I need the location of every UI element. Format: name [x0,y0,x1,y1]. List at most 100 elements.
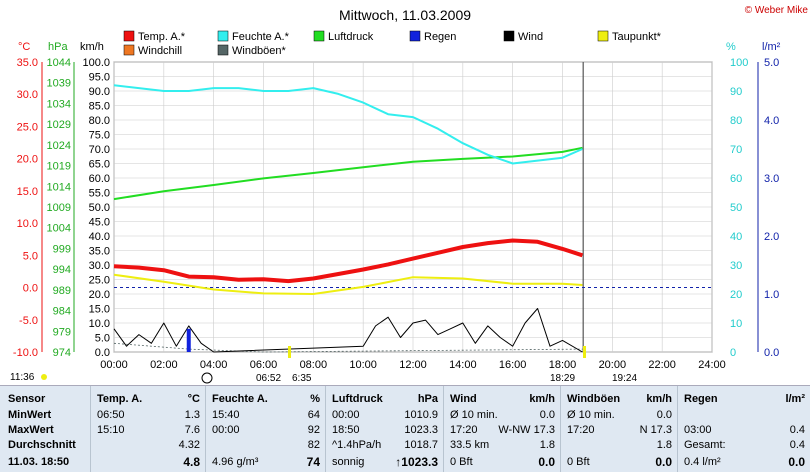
hum-tick-label: 60 [730,173,742,185]
wind-tick-label: 95.0 [89,72,110,84]
hum-tick-label: 40 [730,231,742,243]
legend-label: Taupunkt* [612,31,662,43]
rain-bar [186,328,191,352]
rain-unit-label: l/m² [762,41,781,53]
legend-swatch [123,44,135,56]
temp-tick-label: 5.0 [23,250,38,262]
stats-head: Temp. A. [97,393,143,405]
stats-cell-time: 00:00 [212,424,240,436]
wind-tick-label: 90.0 [89,86,110,98]
moonset-time: 19:24 [612,373,637,384]
legend-label: Windchill [138,45,182,57]
press-tick-label: 1039 [47,78,71,90]
stats-unit: °C [187,393,200,405]
stats-cell-value: 74 [306,455,320,469]
temp-tick-label: 30.0 [17,89,38,101]
stats-cell-time: 33.5 km [450,439,490,451]
stats-row-label: 11.03. 18:50 [8,456,70,468]
temp-line [113,238,584,284]
statistics-panel: Sensor MinWert MaxWert Durchschnitt 11.03. 1… [0,385,810,472]
stats-row-label: Durchschnitt [8,439,76,451]
legend-label: Wind [518,31,543,43]
stats-row-label: MaxWert [8,424,54,436]
stats-cell-time: 4.96 g/m³ [212,456,259,468]
stats-cell-value: 0.0 [788,455,805,469]
stats-cell-value: 1.8 [656,439,672,451]
wind-tick-label: 65.0 [89,159,110,171]
press-tick-label: 1044 [47,57,71,69]
stats-cell-value: 0.0 [539,409,555,421]
stats-cell-value: 0.4 [789,439,805,451]
rain-tick-label: 1.0 [764,289,779,301]
press-tick-label: 1014 [47,181,71,193]
temp-tick-label: 25.0 [17,121,38,133]
wind-tick-label: 30.0 [89,260,110,272]
legend-swatch [503,30,515,42]
wind-tick-label: 100.0 [82,57,110,69]
wind-tick-label: 25.0 [89,275,110,287]
stats-cell-time: 0 Bft [567,456,590,468]
hum-tick-label: 70 [730,144,742,156]
stats-cell-time: 18:50 [332,424,360,436]
stats-cell-value: 92 [307,424,320,436]
temp-tick-label: 20.0 [17,154,38,166]
stats-cell-time: 17:20 [567,424,595,436]
dewpoint-line [113,273,583,295]
rain-tick-label: 4.0 [764,115,779,127]
stats-cell-value: 1010.9 [404,409,438,421]
stats-cell-time: Ø 10 min. [567,409,615,421]
time-tick-label: 14:00 [449,359,477,371]
stats-unit: l/m² [785,393,805,405]
moonrise-time: 11:36 [10,372,35,383]
wind-tick-label: 70.0 [89,144,110,156]
legend-label: Windböen* [232,45,287,57]
wind-tick-label: 75.0 [89,130,110,142]
temp-unit-label: °C [18,41,30,53]
temp-tick-label: 35.0 [17,57,38,69]
stats-cell-time: 0 Bft [450,456,473,468]
hum-tick-label: 100 [730,57,748,69]
time-tick-label: 24:00 [698,359,726,371]
stats-cell-value: N 17.3 [639,424,672,436]
wind-tick-label: 60.0 [89,173,110,185]
stats-head: Regen [684,393,718,405]
stats-cell-time: 15:10 [97,424,125,436]
legend-swatch [123,30,135,42]
wind-tick-label: 85.0 [89,101,110,113]
press-tick-label: 1009 [47,202,71,214]
temp-tick-label: 10.0 [17,218,38,230]
sunset-civil-time: 6:35 [292,373,312,384]
sunset-marker [583,346,586,358]
hum-tick-label: 30 [730,260,742,272]
stats-row-label: MinWert [8,409,52,421]
stats-head: Luftdruck [332,393,383,405]
press-tick-label: 1024 [47,140,71,152]
rain-tick-label: 2.0 [764,231,779,243]
time-tick-label: 22:00 [648,359,676,371]
copyright-label: © Weber Mike [745,5,809,16]
stats-cell-time: sonnig [332,456,365,468]
temp-tick-label: -10.0 [13,347,38,359]
press-tick-label: 974 [53,347,71,359]
humidity-line [113,84,583,165]
time-tick-label: 12:00 [399,359,427,371]
wind-tick-label: 55.0 [89,188,110,200]
time-tick-label: 04:00 [200,359,228,371]
stats-cell-value: 0.4 [789,424,805,436]
wind-tick-label: 5.0 [95,333,110,345]
stats-cell-value: 1.8 [539,439,555,451]
stats-head: Sensor [8,393,46,405]
legend-label: Regen [424,31,456,43]
stats-cell-value: W-NW 17.3 [498,424,555,436]
press-tick-label: 1034 [47,98,71,110]
hum-tick-label: 10 [730,318,742,330]
hum-tick-label: 90 [730,86,742,98]
time-tick-label: 02:00 [150,359,178,371]
wind-tick-label: 45.0 [89,217,110,229]
sunrise-time: 06:52 [256,373,281,384]
stats-cell-value: 1018.7 [404,439,438,451]
stats-cell-value: 4.32 [178,439,200,451]
stats-cell-time: 17:20 [450,424,478,436]
stats-column-rain: Regen l/m² 03:00 0.4 Gesamt: 0.4 0.4 l/m² 0.0 [677,386,810,472]
hum-tick-label: 80 [730,115,742,127]
